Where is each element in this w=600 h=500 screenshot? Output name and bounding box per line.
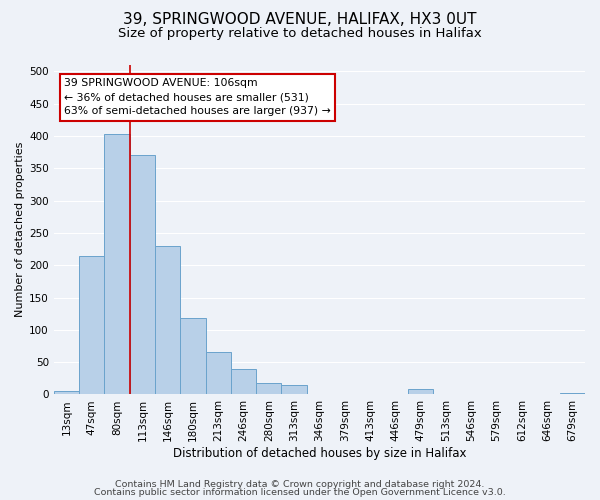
Bar [281,385,307,394]
Bar [408,390,433,394]
Bar [155,246,180,394]
Text: 39 SPRINGWOOD AVENUE: 106sqm
← 36% of detached houses are smaller (531)
63% of s: 39 SPRINGWOOD AVENUE: 106sqm ← 36% of de… [64,78,331,116]
Bar [206,352,231,395]
Text: Contains public sector information licensed under the Open Government Licence v3: Contains public sector information licen… [94,488,506,497]
X-axis label: Distribution of detached houses by size in Halifax: Distribution of detached houses by size … [173,447,466,460]
Y-axis label: Number of detached properties: Number of detached properties [15,142,25,318]
Bar [180,318,206,394]
Bar [104,134,130,394]
Text: Size of property relative to detached houses in Halifax: Size of property relative to detached ho… [118,28,482,40]
Bar [79,256,104,394]
Bar [231,368,256,394]
Bar [130,156,155,394]
Text: 39, SPRINGWOOD AVENUE, HALIFAX, HX3 0UT: 39, SPRINGWOOD AVENUE, HALIFAX, HX3 0UT [123,12,477,28]
Bar [54,391,79,394]
Text: Contains HM Land Registry data © Crown copyright and database right 2024.: Contains HM Land Registry data © Crown c… [115,480,485,489]
Bar [560,393,585,394]
Bar [256,383,281,394]
